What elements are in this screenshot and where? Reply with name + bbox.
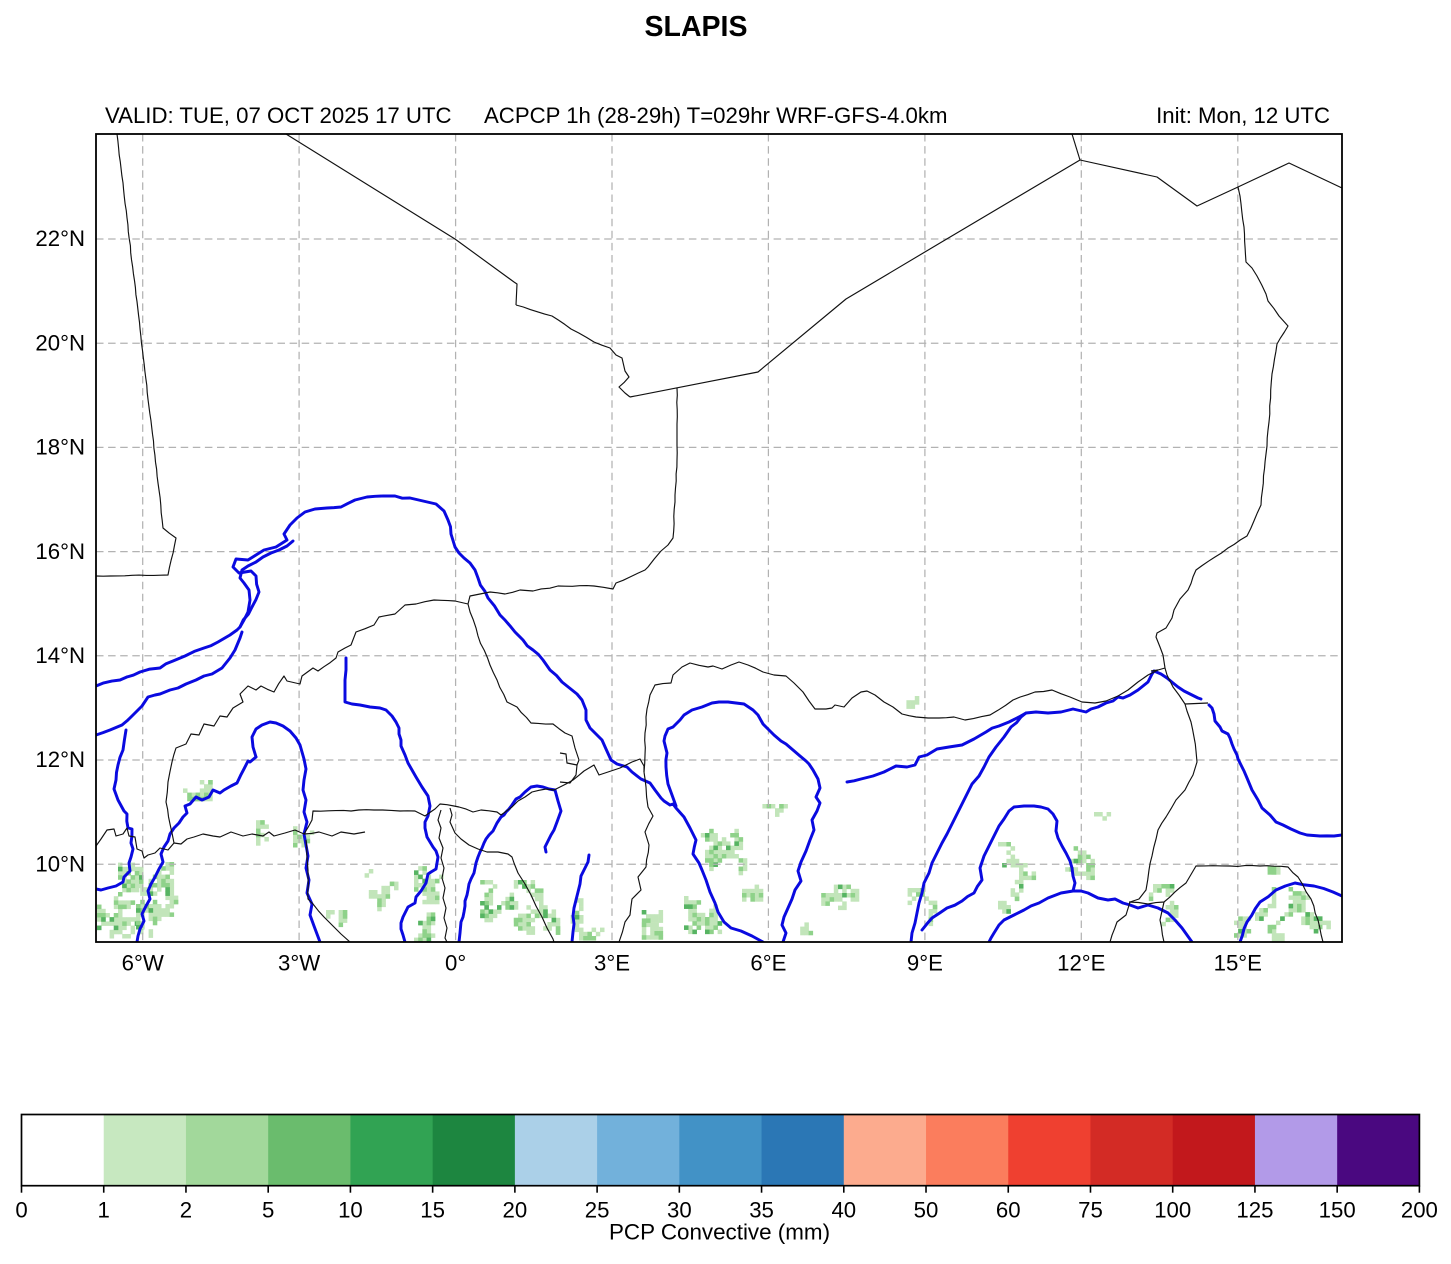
svg-text:12°N: 12°N [35,747,85,772]
svg-text:1: 1 [98,1198,110,1223]
svg-text:2: 2 [180,1198,192,1223]
svg-text:30: 30 [667,1198,692,1223]
svg-text:VALID: TUE, 07 OCT 2025 17 UTC: VALID: TUE, 07 OCT 2025 17 UTC [105,103,452,128]
svg-text:22°N: 22°N [35,226,85,251]
svg-text:125: 125 [1236,1198,1273,1223]
svg-text:200: 200 [1401,1198,1438,1223]
svg-text:10°N: 10°N [35,851,85,876]
svg-text:60: 60 [996,1198,1021,1223]
svg-text:20°N: 20°N [35,330,85,355]
svg-text:25: 25 [585,1198,610,1223]
svg-text:PCP Convective (mm): PCP Convective (mm) [609,1220,830,1245]
svg-text:20: 20 [503,1198,528,1223]
svg-text:100: 100 [1154,1198,1191,1223]
svg-text:ACPCP 1h (28-29h) T=029hr WRF-: ACPCP 1h (28-29h) T=029hr WRF-GFS-4.0km [484,103,947,128]
svg-text:75: 75 [1078,1198,1103,1223]
svg-text:3°W: 3°W [278,950,320,975]
svg-text:3°E: 3°E [594,950,630,975]
svg-text:16°N: 16°N [35,539,85,564]
svg-text:15°E: 15°E [1214,950,1262,975]
svg-text:5: 5 [262,1198,274,1223]
svg-text:0°: 0° [445,950,466,975]
svg-text:150: 150 [1319,1198,1356,1223]
svg-text:15: 15 [420,1198,445,1223]
svg-text:0: 0 [15,1198,27,1223]
svg-text:SLAPIS: SLAPIS [645,11,748,43]
svg-text:6°E: 6°E [750,950,786,975]
svg-text:12°E: 12°E [1057,950,1105,975]
svg-text:14°N: 14°N [35,643,85,668]
svg-text:35: 35 [749,1198,774,1223]
svg-text:Init: Mon, 12 UTC: Init: Mon, 12 UTC [1156,103,1330,128]
svg-text:18°N: 18°N [35,435,85,460]
svg-text:50: 50 [914,1198,939,1223]
svg-text:40: 40 [831,1198,856,1223]
svg-text:6°W: 6°W [122,950,164,975]
svg-text:9°E: 9°E [907,950,943,975]
svg-text:10: 10 [338,1198,363,1223]
